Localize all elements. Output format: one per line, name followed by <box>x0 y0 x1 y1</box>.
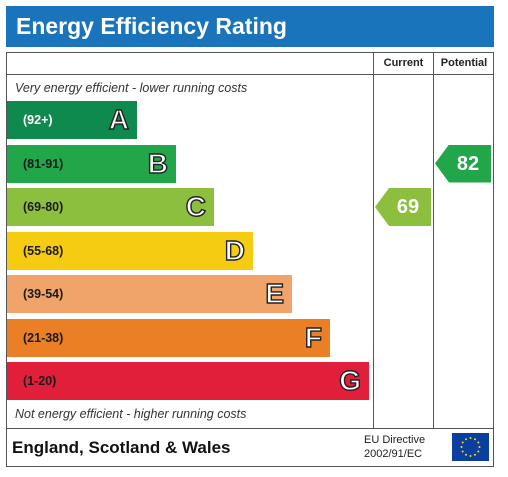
band-e: (39-54) E <box>7 275 292 313</box>
potential-column-header: Potential <box>440 57 488 69</box>
potential-rating-value: 82 <box>456 152 480 175</box>
band-f-letter: F <box>304 321 323 353</box>
band-d-range: (55-68) <box>23 243 64 258</box>
directive-line-2: 2002/91/EC <box>364 448 423 460</box>
band-b: (81-91) B <box>7 144 176 183</box>
band-e-range: (39-54) <box>23 287 64 301</box>
band-g-range: (1-20) <box>23 374 57 388</box>
directive-line-1: EU Directive <box>364 434 426 446</box>
band-c: (69-80) C <box>7 188 214 226</box>
top-caption: Very energy efficient - lower running co… <box>15 81 248 95</box>
band-f-range: (21-38) <box>23 330 64 345</box>
region-label: England, Scotland & Wales <box>12 438 231 457</box>
footer-divider <box>6 428 494 429</box>
band-b-letter: B <box>147 147 169 179</box>
band-a: (92+) A <box>7 101 137 139</box>
band-e-letter: E <box>265 277 285 309</box>
band-f: (21-38) F <box>7 318 330 357</box>
band-a-range: (92+) <box>23 113 53 127</box>
eu-stars-icon <box>460 437 481 457</box>
band-d: (55-68) D <box>7 231 253 270</box>
current-rating-value: 69 <box>396 196 420 218</box>
potential-column-divider <box>433 52 434 429</box>
band-d-letter: D <box>224 234 246 266</box>
eu-flag-icon <box>452 433 489 461</box>
potential-rating-arrow: 82 <box>435 144 491 183</box>
chart-title: Energy Efficiency Rating <box>6 6 494 47</box>
eu-directive: EU Directive 2002/91/EC <box>364 433 425 461</box>
band-a-letter: A <box>108 103 130 135</box>
band-b-range: (81-91) <box>23 156 64 171</box>
band-g-letter: G <box>339 364 362 396</box>
bottom-caption: Not energy efficient - higher running co… <box>15 407 247 421</box>
current-column-header: Current <box>383 57 424 69</box>
band-c-range: (69-80) <box>23 200 64 214</box>
header-divider <box>6 74 494 75</box>
current-column-divider <box>373 52 374 429</box>
band-c-letter: C <box>185 190 207 222</box>
band-g: (1-20) G <box>7 362 369 400</box>
current-rating-arrow: 69 <box>375 188 431 226</box>
